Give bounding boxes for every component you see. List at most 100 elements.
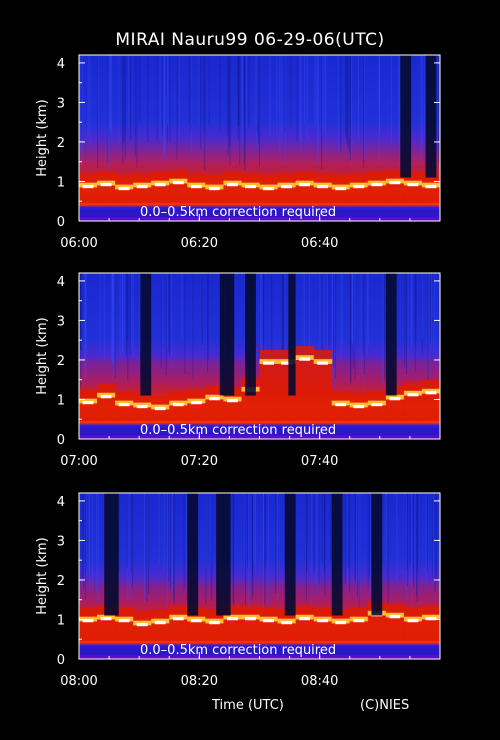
surface-band bbox=[79, 209, 440, 218]
aerosol-segment bbox=[295, 171, 315, 204]
aerosol-segment bbox=[367, 171, 387, 204]
attenuation-gap bbox=[371, 493, 383, 616]
aerosol-segment bbox=[79, 607, 98, 642]
cloud-base-mark bbox=[227, 617, 238, 621]
aerosol-segment bbox=[385, 169, 405, 204]
aerosol-segment bbox=[241, 605, 260, 642]
cloud-glow bbox=[385, 612, 405, 618]
cloud-base-mark bbox=[190, 401, 202, 405]
cloud-base-mark bbox=[353, 619, 365, 623]
y-tick-label: 3 bbox=[57, 534, 65, 549]
attenuation-gap bbox=[288, 273, 296, 396]
cloud-base-mark bbox=[407, 619, 419, 623]
cloud-base-mark bbox=[136, 185, 148, 189]
attenuation-gap bbox=[219, 273, 235, 396]
aerosol-segment bbox=[421, 173, 440, 204]
aerosol-segment bbox=[403, 607, 423, 642]
cloud-base-mark bbox=[82, 185, 94, 189]
y-tick-label: 0 bbox=[57, 653, 65, 668]
y-tick-label: 4 bbox=[57, 57, 65, 72]
y-tick-label: 2 bbox=[57, 574, 65, 589]
cloud-base-mark bbox=[335, 621, 347, 625]
lidar-panel-3: 0.0–0.5km correction required 0 1 2 3 4 Height… bbox=[35, 492, 441, 689]
x-tick-label: 07:20 bbox=[181, 454, 218, 469]
panel-2-plot-area bbox=[79, 273, 440, 439]
attenuation-gap bbox=[331, 493, 343, 616]
cloud-base-mark bbox=[118, 619, 130, 623]
aerosol-segment bbox=[313, 173, 333, 204]
cloud-base-mark bbox=[100, 395, 112, 399]
y-axis-title: Height (km) bbox=[35, 99, 50, 176]
cloud-base-mark bbox=[136, 623, 148, 627]
aerosol-segment bbox=[259, 607, 279, 642]
y-tick-label: 2 bbox=[57, 136, 65, 151]
cloud-base-mark bbox=[118, 403, 130, 407]
aerosol-segment bbox=[421, 605, 440, 642]
aerosol-segment bbox=[349, 607, 369, 642]
cloud-base-mark bbox=[190, 619, 202, 623]
cloud-base-mark bbox=[299, 183, 311, 187]
surface-band bbox=[79, 427, 440, 436]
aerosol-segment bbox=[169, 605, 188, 642]
cloud-base-mark bbox=[190, 185, 202, 189]
attenuation-gap bbox=[245, 273, 256, 396]
aerosol-segment bbox=[205, 385, 224, 422]
aerosol-segment bbox=[205, 609, 224, 642]
x-tick-label: 07:00 bbox=[60, 454, 97, 469]
cloud-base-mark bbox=[353, 185, 365, 189]
y-tick-label: 3 bbox=[57, 314, 65, 329]
correction-note: 0.0–0.5km correction required bbox=[140, 423, 336, 438]
x-tick-label: 06:20 bbox=[181, 236, 218, 251]
attenuation-gap bbox=[104, 493, 119, 616]
y-tick-label: 4 bbox=[57, 275, 65, 290]
y-tick-label: 3 bbox=[57, 96, 65, 111]
cloud-base-mark bbox=[407, 393, 419, 397]
cloud-base-mark bbox=[245, 617, 256, 621]
cloud-base-mark bbox=[100, 183, 112, 187]
cloud-base-mark bbox=[317, 361, 329, 365]
x-axis-title: Time (UTC) bbox=[212, 698, 284, 713]
y-tick-label: 1 bbox=[57, 613, 65, 628]
aerosol-segment bbox=[151, 171, 170, 204]
aerosol-segment bbox=[349, 173, 369, 204]
cloud-base-mark bbox=[82, 619, 94, 623]
aerosol-segment bbox=[295, 346, 315, 422]
aerosol-segment bbox=[295, 605, 315, 642]
cloud-base-mark bbox=[263, 187, 274, 191]
cloud-base-mark bbox=[425, 391, 437, 395]
attenuation-gap bbox=[140, 273, 152, 396]
cloud-base-mark bbox=[299, 357, 311, 361]
cloud-base-mark bbox=[335, 403, 347, 407]
aerosol-segment bbox=[115, 391, 134, 422]
x-tick-label: 08:00 bbox=[60, 674, 97, 689]
aerosol-segment bbox=[79, 389, 98, 422]
correction-note: 0.0–0.5km correction required bbox=[140, 205, 336, 220]
cloud-base-mark bbox=[389, 397, 401, 401]
cloud-base-mark bbox=[154, 621, 166, 625]
cloud-base-mark bbox=[371, 183, 383, 187]
aerosol-segment bbox=[421, 379, 440, 422]
cloud-base-mark bbox=[299, 617, 311, 621]
cloud-base-mark bbox=[172, 181, 184, 185]
lidar-panel-1: 0.0–0.5km correction required 0 1 2 3 4 Height… bbox=[35, 54, 441, 251]
y-axis-title: Height (km) bbox=[35, 537, 50, 614]
cloud-base-mark bbox=[425, 185, 437, 189]
aerosol-segment bbox=[385, 603, 405, 642]
cloud-base-mark bbox=[389, 615, 401, 619]
aerosol-segment bbox=[169, 169, 188, 204]
cloud-base-mark bbox=[227, 399, 238, 403]
attenuation-gap bbox=[425, 55, 437, 178]
cloud-base-mark bbox=[154, 406, 166, 411]
x-tick-label: 08:20 bbox=[181, 674, 218, 689]
y-tick-label: 2 bbox=[57, 354, 65, 369]
cloud-base-mark bbox=[100, 617, 112, 621]
panel-3-plot-area bbox=[79, 493, 440, 659]
aerosol-segment bbox=[313, 350, 333, 422]
correction-note: 0.0–0.5km correction required bbox=[140, 643, 336, 658]
aerosol-segment bbox=[79, 173, 98, 204]
cloud-base-mark bbox=[281, 185, 292, 189]
chart-title: MIRAI Nauru99 06-29-06(UTC) bbox=[115, 30, 385, 50]
cloud-base-mark bbox=[208, 621, 220, 625]
aerosol-segment bbox=[313, 607, 333, 642]
